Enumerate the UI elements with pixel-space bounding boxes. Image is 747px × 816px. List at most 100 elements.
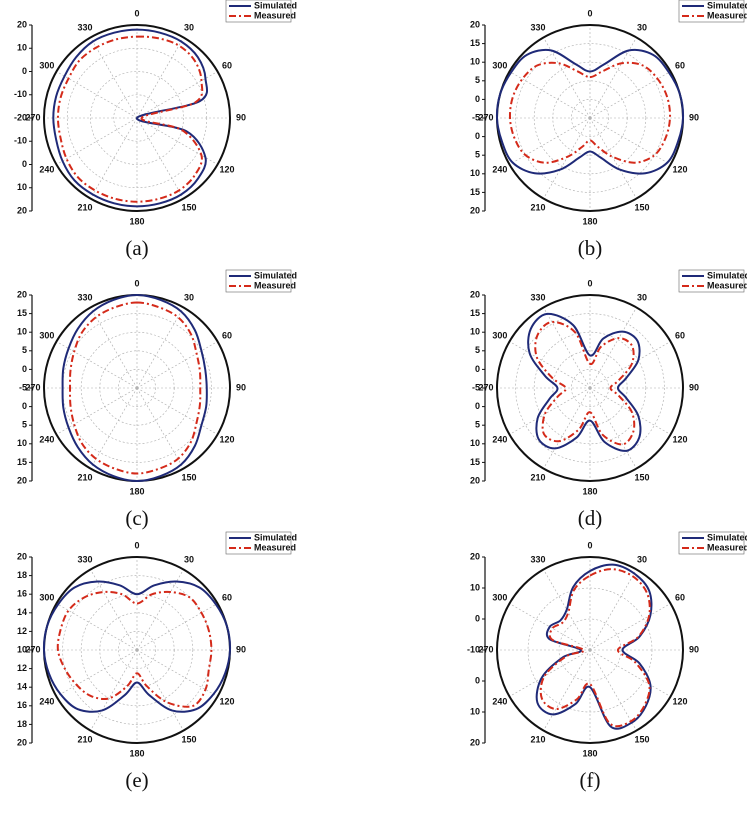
legend-label: Simulated xyxy=(707,270,747,280)
grid-spoke xyxy=(589,117,671,165)
series-line xyxy=(52,28,209,208)
theta-tick-label: 120 xyxy=(673,696,688,706)
theta-tick-label: 270 xyxy=(478,644,493,654)
grid-circle xyxy=(558,618,622,682)
r-tick-label: 12 xyxy=(17,663,27,673)
r-tick-label: 0 xyxy=(475,94,480,104)
grid-circle xyxy=(571,369,609,407)
theta-tick-label: 150 xyxy=(181,734,196,744)
series-line xyxy=(535,563,653,730)
series-line xyxy=(534,320,636,446)
legend-label: Measured xyxy=(707,542,747,552)
theta-tick-label: 330 xyxy=(530,22,545,32)
r-tick-label: 20 xyxy=(17,737,27,747)
grid-spoke xyxy=(543,649,591,731)
theta-tick-label: 210 xyxy=(77,202,92,212)
theta-tick-label: 300 xyxy=(492,330,507,340)
grid-spoke xyxy=(90,387,138,469)
theta-tick-label: 90 xyxy=(689,382,699,392)
grid-spoke xyxy=(136,341,218,389)
theta-tick-label: 0 xyxy=(587,540,592,550)
theta-tick-label: 240 xyxy=(492,696,507,706)
r-tick-label: 0 xyxy=(22,364,27,374)
grid-spoke xyxy=(589,341,671,389)
theta-tick-label: 60 xyxy=(675,60,685,70)
grid-circle xyxy=(571,99,609,137)
caption: (d) xyxy=(578,506,603,530)
grid-spoke xyxy=(509,649,591,697)
r-tick-label: 10 xyxy=(470,706,480,716)
theta-tick-label: 270 xyxy=(25,644,40,654)
r-tick-label: -5 xyxy=(19,382,27,392)
grid-spoke xyxy=(589,649,671,697)
theta-tick-label: 180 xyxy=(582,486,597,496)
grid-spoke xyxy=(56,71,138,119)
grid-spoke xyxy=(589,117,637,199)
grid-spoke xyxy=(56,387,138,435)
r-tick-label: 20 xyxy=(470,475,480,485)
theta-tick-label: 60 xyxy=(222,592,232,602)
grid-spoke xyxy=(509,117,591,165)
r-tick-label: 15 xyxy=(470,187,480,197)
theta-tick-label: 240 xyxy=(39,696,54,706)
series-line xyxy=(508,61,672,164)
polar-chart: -20 -10 -10 0 0 10 10 20 20 0 30 60 90 120 150 180 210 24… xyxy=(14,0,297,260)
theta-tick-label: 30 xyxy=(637,292,647,302)
theta-tick-label: 30 xyxy=(637,22,647,32)
r-tick-label: 15 xyxy=(17,308,27,318)
theta-tick-label: 180 xyxy=(582,216,597,226)
grid-spoke xyxy=(56,649,138,697)
theta-tick-label: 270 xyxy=(25,382,40,392)
theta-tick-label: 240 xyxy=(492,434,507,444)
theta-tick-label: 0 xyxy=(134,278,139,288)
theta-tick-label: 210 xyxy=(77,472,92,482)
theta-tick-label: 0 xyxy=(134,540,139,550)
legend-label: Measured xyxy=(254,280,296,290)
grid-spoke xyxy=(509,71,591,119)
theta-tick-label: 0 xyxy=(587,278,592,288)
theta-tick-label: 270 xyxy=(478,382,493,392)
outer-circle xyxy=(496,294,684,482)
r-tick-label: 10 xyxy=(470,168,480,178)
r-tick-label: -5 xyxy=(472,112,480,122)
grid-circle xyxy=(118,631,156,669)
r-tick-label: 15 xyxy=(470,308,480,318)
grid-spoke xyxy=(136,71,218,119)
theta-tick-label: 330 xyxy=(530,554,545,564)
theta-tick-label: 330 xyxy=(77,292,92,302)
theta-tick-label: 90 xyxy=(236,112,246,122)
r-tick-label: 10 xyxy=(470,57,480,67)
caption: (e) xyxy=(125,768,148,792)
r-tick-label: 20 xyxy=(17,551,27,561)
theta-tick-label: 180 xyxy=(129,216,144,226)
theta-tick-label: 180 xyxy=(129,486,144,496)
r-tick-label: 0 xyxy=(475,613,480,623)
series-line xyxy=(56,590,213,708)
grid-spoke xyxy=(90,307,138,389)
series-line xyxy=(61,294,208,483)
grid-spoke xyxy=(56,341,138,389)
r-tick-label: 15 xyxy=(17,457,27,467)
r-tick-label: -20 xyxy=(14,112,27,122)
r-tick-label: 20 xyxy=(17,289,27,299)
outer-circle xyxy=(496,556,684,744)
r-tick-label: -5 xyxy=(472,382,480,392)
grid-spoke xyxy=(56,603,138,651)
grid-spoke xyxy=(509,603,591,651)
r-tick-label: 20 xyxy=(470,737,480,747)
theta-tick-label: 90 xyxy=(236,382,246,392)
grid-circle xyxy=(515,43,665,193)
theta-tick-label: 210 xyxy=(530,472,545,482)
legend-label: Simulated xyxy=(254,270,297,280)
series-line xyxy=(527,312,642,452)
legend-label: Measured xyxy=(254,542,296,552)
legend-label: Simulated xyxy=(254,0,297,10)
grid-spoke xyxy=(136,649,218,697)
legend-box xyxy=(678,531,745,555)
r-tick-label: -10 xyxy=(14,89,27,99)
r-tick-label: 16 xyxy=(17,700,27,710)
polar-chart: -5 0 0 5 5 10 10 15 15 20 20 0 30 60 90 120 150 180 210 240… xyxy=(470,269,747,530)
theta-tick-label: 180 xyxy=(129,748,144,758)
grid-circle xyxy=(113,94,161,142)
series-line xyxy=(42,580,232,713)
